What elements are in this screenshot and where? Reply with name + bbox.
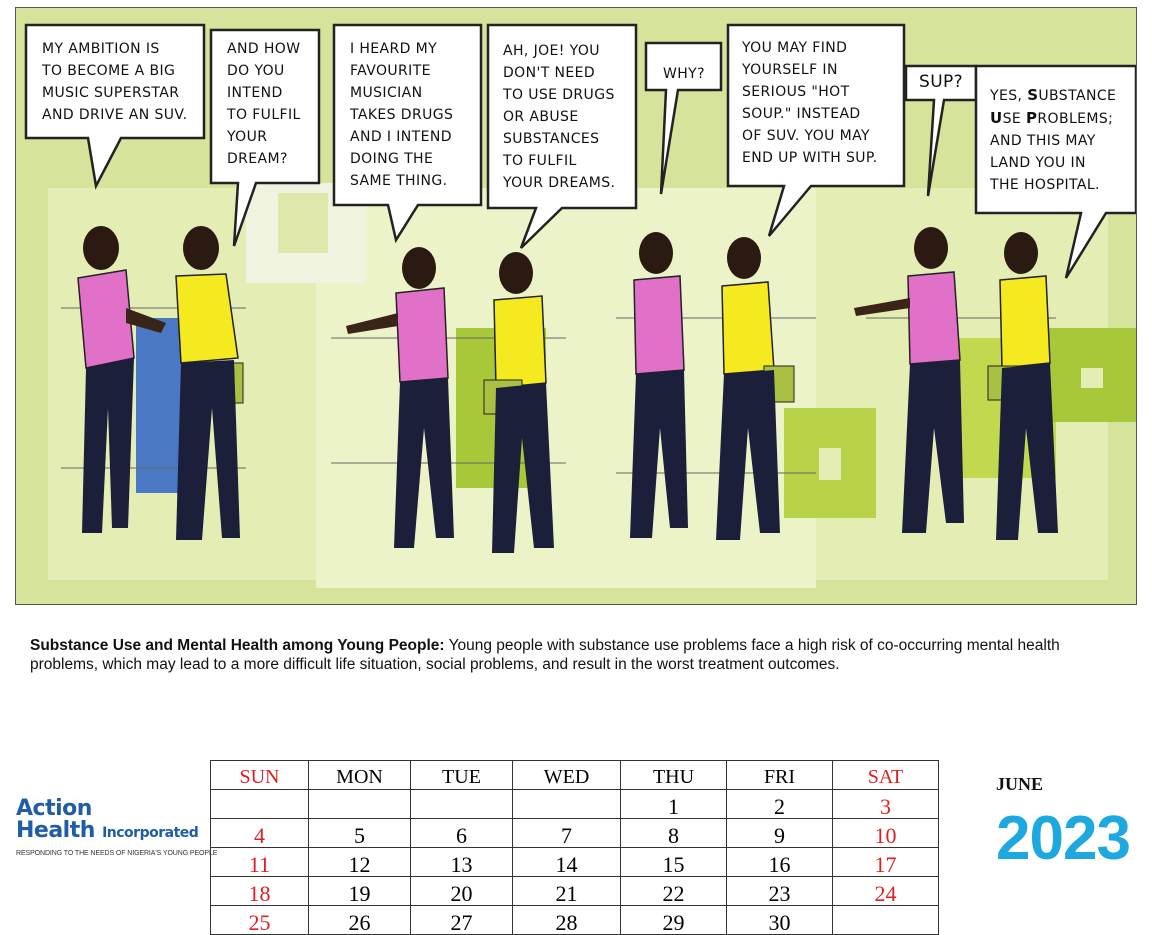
calendar-day-cell: 1 xyxy=(620,789,727,819)
caption-body: Young people with substance use problems… xyxy=(30,637,1060,673)
comic-panel: MY AMBITION IS TO BECOME A BIG MUSIC SUP… xyxy=(15,7,1137,605)
calendar-day-cell: 4 xyxy=(210,818,309,848)
calendar-day-cell: 17 xyxy=(832,847,939,877)
calendar-day-cell: 12 xyxy=(308,847,411,877)
calendar-day-cell: 26 xyxy=(308,905,411,935)
calendar-header-row: SUN MON TUE WED THU FRI SAT xyxy=(210,760,939,790)
calendar-week-row: 11 12 13 14 15 16 17 xyxy=(210,847,939,877)
logo-line2: Health Incorporated xyxy=(16,818,199,843)
action-health-logo: Action Health Incorporated RESPONDING TO… xyxy=(16,796,218,858)
calendar-day-cell: 10 xyxy=(832,818,939,848)
speech-bubble-ambition: MY AMBITION IS TO BECOME A BIG MUSIC SUP… xyxy=(42,41,188,123)
calendar-day-cell: 21 xyxy=(512,876,621,906)
calendar-day-cell: 2 xyxy=(726,789,833,819)
speech-bubble-ah-joe: AH, JOE! YOU DON'T NEED TO USE DRUGS OR … xyxy=(503,43,616,191)
speech-bubble-musician: I HEARD MY FAVOURITE MUSICIAN TAKES DRUG… xyxy=(350,41,454,189)
calendar-grid: SUN MON TUE WED THU FRI SAT 1 2 3 4 5 6 7 8 9 10 1… xyxy=(210,760,939,935)
speech-bubble-substance-use: YES, SUBSTANCE USE PROBLEMS; AND THIS MA… xyxy=(990,86,1117,193)
calendar-day-cell: 30 xyxy=(726,905,833,935)
calendar-day-cell: 23 xyxy=(726,876,833,906)
calendar-day-cell: 14 xyxy=(512,847,621,877)
day-thu: THU xyxy=(620,760,727,790)
calendar-day-cell: 25 xyxy=(210,905,309,935)
speech-bubble-hot-soup: YOU MAY FIND YOURSELF IN SERIOUS "HOT SO… xyxy=(742,40,878,166)
day-wed: WED xyxy=(512,760,621,790)
calendar-week-row: 18 19 20 21 22 23 24 xyxy=(210,876,939,906)
speech-bubble-how: AND HOW DO YOU INTEND TO FULFIL YOUR DRE… xyxy=(227,41,301,167)
day-sat: SAT xyxy=(832,760,939,790)
calendar-day-cell: 22 xyxy=(620,876,727,906)
calendar-week-row: 4 5 6 7 8 9 10 xyxy=(210,818,939,848)
calendar-day-cell xyxy=(410,789,513,819)
calendar-day-cell xyxy=(512,789,621,819)
calendar-day-cell: 29 xyxy=(620,905,727,935)
calendar-day-cell: 28 xyxy=(512,905,621,935)
caption-title: Substance Use and Mental Health among Yo… xyxy=(30,637,445,654)
calendar-week-row: 25 26 27 28 29 30 xyxy=(210,905,939,935)
calendar-day-cell: 7 xyxy=(512,818,621,848)
calendar-day-cell: 16 xyxy=(726,847,833,877)
calendar-day-cell: 27 xyxy=(410,905,513,935)
month-label: JUNE xyxy=(996,774,1044,794)
calendar-day-cell: 5 xyxy=(308,818,411,848)
calendar-day-cell: 13 xyxy=(410,847,513,877)
calendar-day-cell: 18 xyxy=(210,876,309,906)
calendar-day-cell: 9 xyxy=(726,818,833,848)
caption-text: Substance Use and Mental Health among Yo… xyxy=(30,636,1130,674)
day-tue: TUE xyxy=(410,760,513,790)
calendar-day-cell: 3 xyxy=(832,789,939,819)
logo-tagline: RESPONDING TO THE NEEDS OF NIGERIA'S YOU… xyxy=(16,850,218,857)
speech-bubble-sup: SUP? xyxy=(919,72,964,92)
calendar-day-cell: 20 xyxy=(410,876,513,906)
calendar-day-cell: 19 xyxy=(308,876,411,906)
calendar-day-cell xyxy=(308,789,411,819)
calendar-day-cell xyxy=(210,789,309,819)
calendar-day-cell: 6 xyxy=(410,818,513,848)
calendar-day-cell: 8 xyxy=(620,818,727,848)
day-mon: MON xyxy=(308,760,411,790)
day-sun: SUN xyxy=(210,760,309,790)
calendar-day-cell: 11 xyxy=(210,847,309,877)
speech-bubble-why: WHY? xyxy=(663,66,705,82)
calendar-day-cell: 15 xyxy=(620,847,727,877)
comic-illustration xyxy=(24,23,1136,588)
calendar-day-cell: 24 xyxy=(832,876,939,906)
day-fri: FRI xyxy=(726,760,833,790)
calendar-day-cell xyxy=(832,905,939,935)
year-label: 2023 xyxy=(996,804,1131,873)
logo-line1: Action xyxy=(16,796,92,821)
